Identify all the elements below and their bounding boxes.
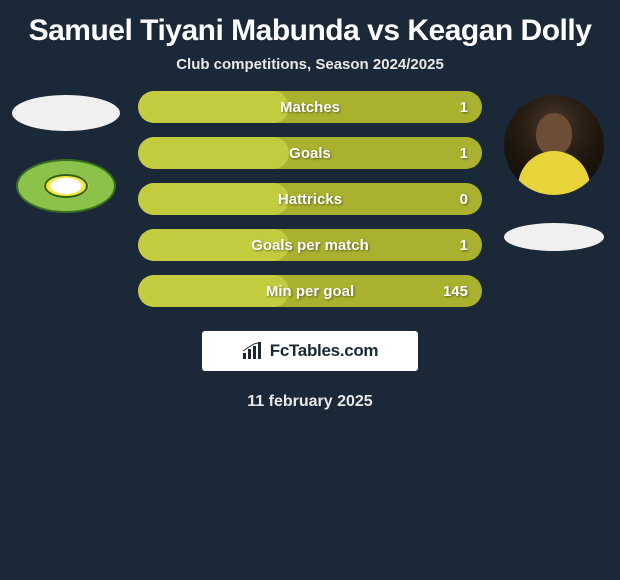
stat-label: Hattricks	[138, 191, 482, 208]
stat-value: 1	[460, 237, 468, 254]
stat-row-min-per-goal: Min per goal 145	[138, 275, 482, 307]
player-right-club-badge	[504, 223, 604, 251]
branding-text: FcTables.com	[270, 341, 379, 361]
stat-value: 145	[443, 283, 468, 300]
stat-row-matches: Matches 1	[138, 91, 482, 123]
stat-row-goals: Goals 1	[138, 137, 482, 169]
comparison-content: Matches 1 Goals 1 Hattricks 0 Goals per …	[0, 91, 620, 411]
stat-value: 0	[460, 191, 468, 208]
subtitle: Club competitions, Season 2024/2025	[0, 56, 620, 91]
player-left-avatar	[12, 95, 120, 131]
stat-value: 1	[460, 99, 468, 116]
stat-label: Matches	[138, 99, 482, 116]
player-right-avatar	[504, 95, 604, 195]
stat-label: Min per goal	[138, 283, 482, 300]
stat-row-goals-per-match: Goals per match 1	[138, 229, 482, 261]
branding-badge: FcTables.com	[202, 331, 418, 371]
page-title: Samuel Tiyani Mabunda vs Keagan Dolly	[0, 0, 620, 56]
date-text: 11 february 2025	[10, 393, 610, 411]
branding-chart-icon	[242, 342, 264, 360]
stat-label: Goals per match	[138, 237, 482, 254]
player-left-club-badge	[16, 159, 116, 213]
stat-value: 1	[460, 145, 468, 162]
stat-label: Goals	[138, 145, 482, 162]
player-left-column	[6, 95, 126, 213]
stats-list: Matches 1 Goals 1 Hattricks 0 Goals per …	[138, 91, 482, 307]
player-right-column	[494, 95, 614, 251]
stat-row-hattricks: Hattricks 0	[138, 183, 482, 215]
